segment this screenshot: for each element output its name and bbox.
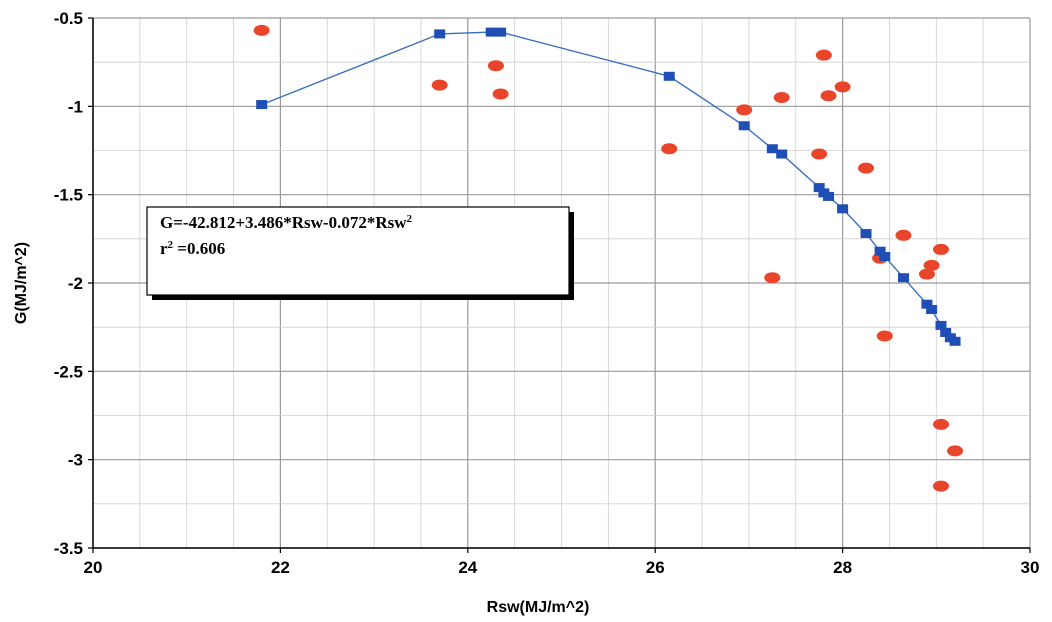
equation-line: G=-42.812+3.486*Rsw-0.072*Rsw2 (160, 213, 413, 232)
observed-point (858, 162, 875, 174)
fit-point (766, 144, 778, 154)
observed-point (932, 480, 949, 492)
observed-point (492, 88, 509, 100)
observed-point (431, 79, 448, 91)
r-squared-line: r2 =0.606 (160, 239, 225, 258)
y-tick-label: -3.5 (54, 539, 83, 558)
fit-point (921, 299, 933, 309)
observed-point (773, 92, 790, 103)
x-tick-label: 26 (646, 558, 665, 577)
fit-point (949, 336, 961, 346)
observed-point (876, 330, 893, 342)
data-markers (253, 24, 964, 492)
fit-line (261, 31, 956, 342)
x-tick-label: 30 (1021, 558, 1040, 577)
observed-point (815, 49, 832, 61)
fit-point (485, 27, 497, 37)
observed-point (661, 143, 678, 155)
y-axis-title: G(MJ/m^2) (13, 242, 30, 324)
y-tick-label: -1.5 (54, 186, 83, 205)
y-tick-label: -0.5 (54, 9, 83, 28)
x-tick-label: 20 (84, 558, 103, 577)
fit-point (663, 71, 675, 81)
fit-point (813, 183, 825, 193)
x-axis-title: Rsw(MJ/m^2) (487, 599, 590, 616)
y-tick-label: -2 (68, 274, 83, 293)
y-tick-label: -1 (68, 97, 83, 116)
fit-point (256, 100, 268, 110)
observed-point (736, 104, 753, 116)
observed-point (918, 268, 935, 280)
fit-point (434, 29, 446, 39)
series-line (261, 31, 956, 342)
fit-point (935, 320, 947, 330)
y-tick-label: -2.5 (54, 362, 83, 381)
observed-point (811, 148, 828, 160)
fit-point (898, 273, 910, 283)
fit-point (495, 27, 507, 37)
fit-point (926, 305, 938, 314)
y-tick-label: -3 (68, 451, 83, 470)
tick-labels: 20 22 24 26 28 30 -0.5 -1 -1.5 -2 -2.5 -3 -3.5 (54, 9, 1040, 577)
observed-point (932, 243, 949, 255)
fit-point (776, 149, 788, 159)
observed-point (947, 445, 964, 457)
fit-point (874, 246, 886, 256)
fit-point (837, 204, 849, 214)
observed-point (895, 229, 912, 241)
fit-point (879, 252, 891, 261)
fit-point (860, 229, 872, 239)
observed-point (820, 90, 837, 102)
observed-point (923, 259, 940, 271)
fit-point (738, 121, 750, 131)
observed-point (764, 272, 781, 284)
x-tick-label: 22 (271, 558, 290, 577)
observed-point (487, 60, 504, 72)
fit-point (940, 327, 952, 337)
observed-point (253, 24, 270, 36)
equation-box: G=-42.812+3.486*Rsw-0.072*Rsw2 r2 =0.606 (146, 206, 574, 300)
equation-box-frame (146, 206, 570, 296)
observed-point (834, 81, 851, 93)
grid-lines (88, 17, 1031, 553)
fit-point (823, 191, 835, 201)
x-tick-label: 28 (833, 558, 852, 577)
x-tick-label: 24 (458, 558, 477, 577)
observed-point (932, 418, 949, 430)
